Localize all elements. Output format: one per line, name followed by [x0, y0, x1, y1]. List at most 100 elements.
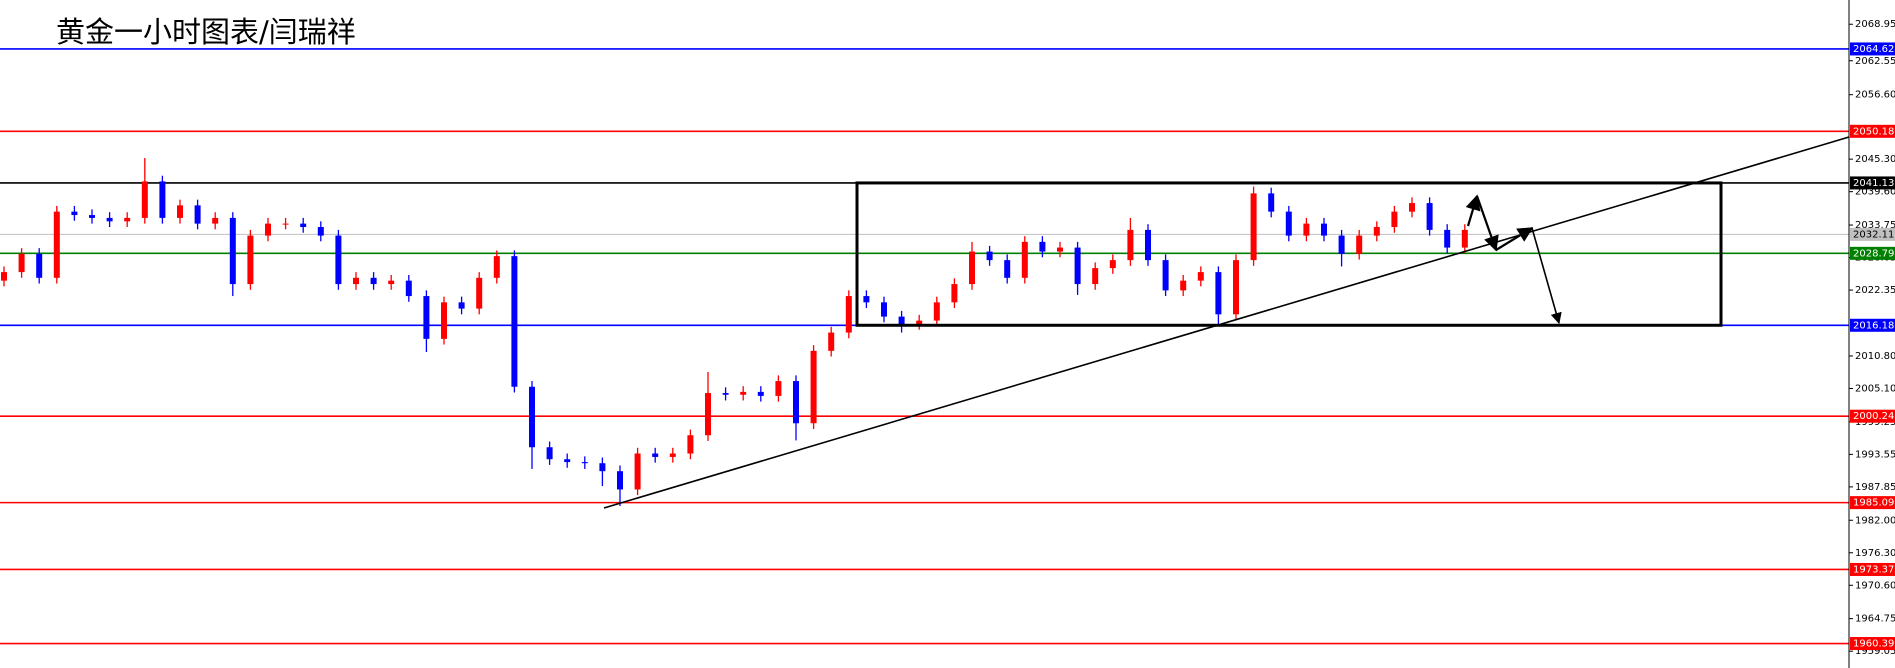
candle-body: [1321, 223, 1327, 236]
candle-body: [212, 217, 219, 224]
candle-body: [1461, 229, 1468, 248]
level-label: 1985.09: [1853, 498, 1894, 509]
level-label: 2032.11: [1853, 229, 1894, 240]
candle-body: [282, 223, 289, 225]
candle-body: [1109, 260, 1116, 269]
candle-body: [353, 277, 359, 285]
y-tick-label: 1982.00: [1855, 515, 1895, 526]
price-axis-labels: 2068.95 2062.55 2056.60 2045.30 2039.60 2033.…: [1849, 19, 1895, 657]
arrow: [1495, 227, 1534, 251]
candle-body: [1444, 229, 1451, 248]
candle-body: [441, 302, 447, 339]
candle-body: [1391, 211, 1398, 228]
candle-body: [775, 381, 782, 396]
candle-body: [388, 280, 395, 285]
candle-body: [194, 205, 201, 224]
candle-body: [1180, 280, 1187, 291]
candle-body: [71, 211, 78, 216]
level-label: 2000.24: [1853, 411, 1894, 422]
level-label: 1960.39: [1853, 639, 1894, 650]
level-label: 2041.13: [1853, 178, 1894, 189]
candle-body: [36, 253, 43, 278]
y-tick-label: 2010.80: [1855, 351, 1895, 362]
candle-body: [881, 302, 887, 317]
candle-body: [1127, 229, 1134, 261]
y-tick-label: 1993.55: [1855, 449, 1895, 460]
level-label: 2028.79: [1853, 248, 1894, 259]
candle-body: [951, 284, 958, 303]
candle-body: [1092, 268, 1099, 285]
level-label: 1973.37: [1853, 564, 1894, 575]
candle-body: [1021, 241, 1028, 278]
candle-body: [247, 235, 254, 285]
candle-body: [335, 235, 342, 285]
arrow: [1475, 195, 1499, 252]
candle-body: [1426, 203, 1433, 230]
candle-body: [89, 215, 95, 218]
candle-body: [1145, 229, 1151, 261]
level-label-bg: [1850, 246, 1895, 260]
range-box: [855, 181, 1723, 327]
candle-body: [1, 272, 7, 281]
candle-body: [300, 223, 307, 228]
candle-body: [581, 462, 588, 464]
candle-body: [1074, 247, 1081, 285]
y-tick-label: 1976.30: [1855, 548, 1895, 559]
y-tick-label: 1964.75: [1855, 614, 1895, 625]
trend-line: [603, 136, 1850, 509]
candle-body: [564, 459, 571, 463]
candle-body: [898, 316, 905, 325]
y-tick-label: 1970.60: [1855, 580, 1895, 591]
candle-body: [458, 302, 465, 309]
y-tick-label: 2022.35: [1855, 285, 1895, 296]
level-label-bg: [1850, 409, 1895, 423]
candle-body: [1233, 260, 1239, 315]
level-label-bg: [1850, 124, 1895, 138]
level-label: 2016.18: [1853, 320, 1894, 331]
candle-body: [740, 391, 747, 395]
candle-body: [669, 453, 676, 457]
level-label-bg: [1850, 227, 1895, 241]
candle-body: [476, 277, 483, 309]
candle-body: [529, 386, 535, 448]
candle-body: [793, 381, 799, 424]
y-tick-label: 2005.10: [1855, 383, 1895, 394]
candle-body: [177, 205, 183, 218]
candle-body: [370, 277, 377, 285]
candle-body: [1373, 227, 1380, 236]
candle-body: [969, 251, 975, 285]
y-tick-label: 2045.30: [1855, 154, 1895, 165]
candle-body: [493, 256, 500, 278]
candle-body: [1215, 272, 1222, 315]
level-label: 2050.18: [1853, 126, 1894, 137]
level-label-bg: [1850, 496, 1895, 510]
y-tick-label: 2062.55: [1855, 56, 1895, 67]
candle-body: [687, 435, 694, 454]
candle-body: [423, 296, 430, 339]
candle-body: [722, 393, 729, 395]
candles: [1, 158, 1468, 506]
candle-body: [1303, 223, 1310, 236]
candle-body: [1338, 235, 1345, 254]
candle-body: [1285, 211, 1292, 236]
candle-body: [1356, 235, 1363, 254]
candle-body: [53, 211, 60, 278]
candle-body: [1197, 272, 1204, 281]
candle-body: [106, 217, 113, 222]
level-label-bg: [1850, 637, 1895, 651]
level-label: 2064.62: [1853, 44, 1894, 55]
candle-body: [18, 253, 25, 273]
candle-body: [599, 463, 606, 472]
candle-body: [511, 256, 518, 387]
y-tick-label: 2033.75: [1855, 220, 1895, 231]
candle-body: [810, 350, 817, 424]
candle-body: [986, 251, 993, 261]
candle-body: [124, 217, 131, 222]
candle-body: [845, 296, 852, 333]
y-tick-label: 2039.60: [1855, 187, 1895, 198]
candle-body: [933, 302, 940, 321]
arrow: [1465, 194, 1481, 227]
chart-title: 黄金一小时图表/闫瑞祥: [56, 15, 356, 49]
